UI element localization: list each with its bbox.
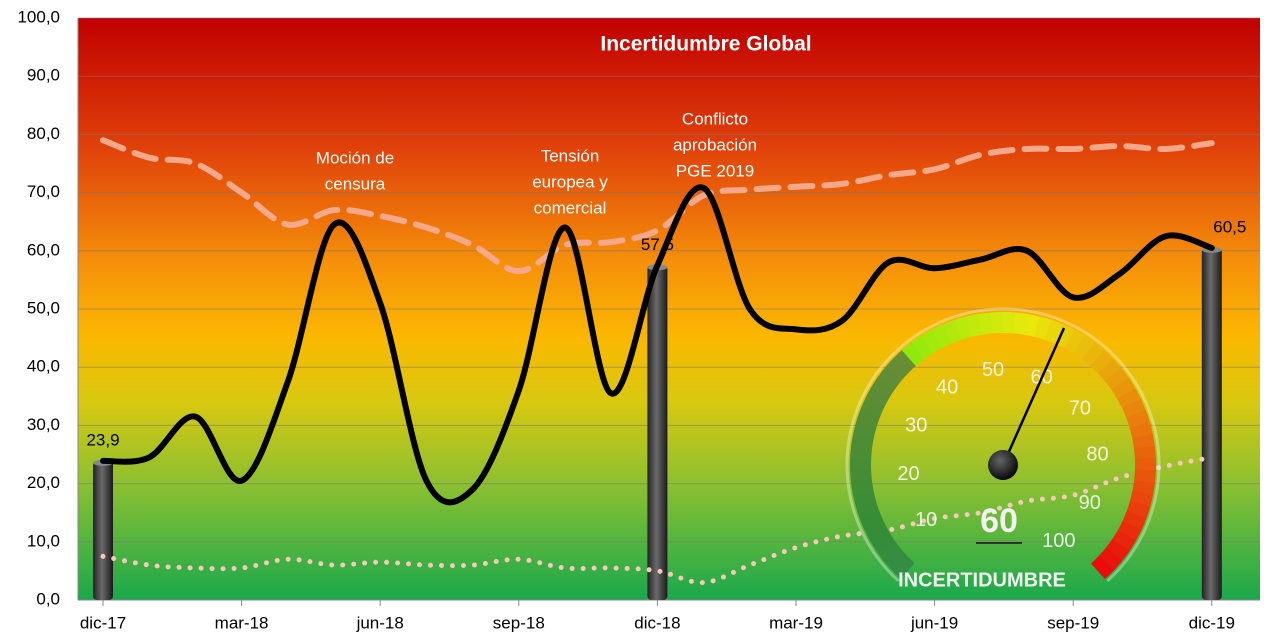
- annotation: comercial: [534, 198, 607, 217]
- data-label: 23,9: [86, 430, 119, 449]
- gauge-band: [850, 457, 871, 470]
- gauge-tick-label: 30: [905, 415, 927, 437]
- y-tick-label: 0,0: [36, 589, 60, 608]
- x-tick-label: mar-19: [769, 613, 823, 632]
- x-tick-label: sep-18: [493, 613, 545, 632]
- gauge-tick-label: 10: [915, 509, 937, 531]
- chart-title: Incertidumbre Global: [600, 33, 811, 56]
- y-tick-label: 100,0: [17, 7, 60, 26]
- data-label: 60,5: [1213, 217, 1246, 236]
- x-tick-label: jun-18: [356, 613, 404, 632]
- gauge-band: [1135, 458, 1156, 471]
- y-tick-label: 80,0: [27, 124, 60, 143]
- chart: Incertidumbre Global 0,0 10,0 20,0 30,0 40,0…: [0, 0, 1269, 639]
- gauge-tick-label: 20: [897, 463, 919, 485]
- y-tick-label: 50,0: [27, 298, 60, 317]
- x-tick-label: dic-18: [634, 613, 680, 632]
- annotation: Tensión: [541, 146, 600, 165]
- y-tick-label: 20,0: [27, 473, 60, 492]
- bar: [647, 265, 667, 600]
- gauge-band: [991, 312, 1004, 333]
- gauge-label: INCERTIDUMBRE: [898, 569, 1066, 591]
- annotation: aprobación: [673, 135, 757, 154]
- x-tick-label: jun-19: [910, 613, 958, 632]
- y-tick-label: 60,0: [27, 240, 60, 259]
- y-tick-label: 10,0: [27, 531, 60, 550]
- annotation: PGE 2019: [676, 161, 754, 180]
- x-tick-label: dic-17: [80, 613, 126, 632]
- gauge-tick-label: 40: [936, 376, 958, 398]
- x-tick-label: sep-19: [1047, 613, 1099, 632]
- bar: [1202, 248, 1222, 600]
- x-tick-label: dic-19: [1189, 613, 1235, 632]
- gauge-tick-label: 100: [1042, 530, 1075, 552]
- bar: [93, 461, 113, 600]
- x-tick-label: mar-18: [215, 613, 269, 632]
- gauge-value: 60: [980, 502, 1018, 540]
- gauge-tick-label: 90: [1079, 492, 1101, 514]
- y-tick-label: 30,0: [27, 415, 60, 434]
- gauge-tick-label: 50: [982, 359, 1004, 381]
- y-tick-label: 70,0: [27, 182, 60, 201]
- gauge-tick-label: 80: [1086, 443, 1108, 465]
- annotation: Moción de: [316, 148, 394, 167]
- y-tick-label: 40,0: [27, 357, 60, 376]
- y-tick-label: 90,0: [27, 66, 60, 85]
- annotation: Conflicto: [682, 109, 748, 128]
- gauge-tick-label: 70: [1069, 397, 1091, 419]
- annotation: europea y: [532, 172, 608, 191]
- annotation: censura: [325, 174, 386, 193]
- gauge-hub: [988, 450, 1018, 480]
- data-label: 57,5: [641, 235, 674, 254]
